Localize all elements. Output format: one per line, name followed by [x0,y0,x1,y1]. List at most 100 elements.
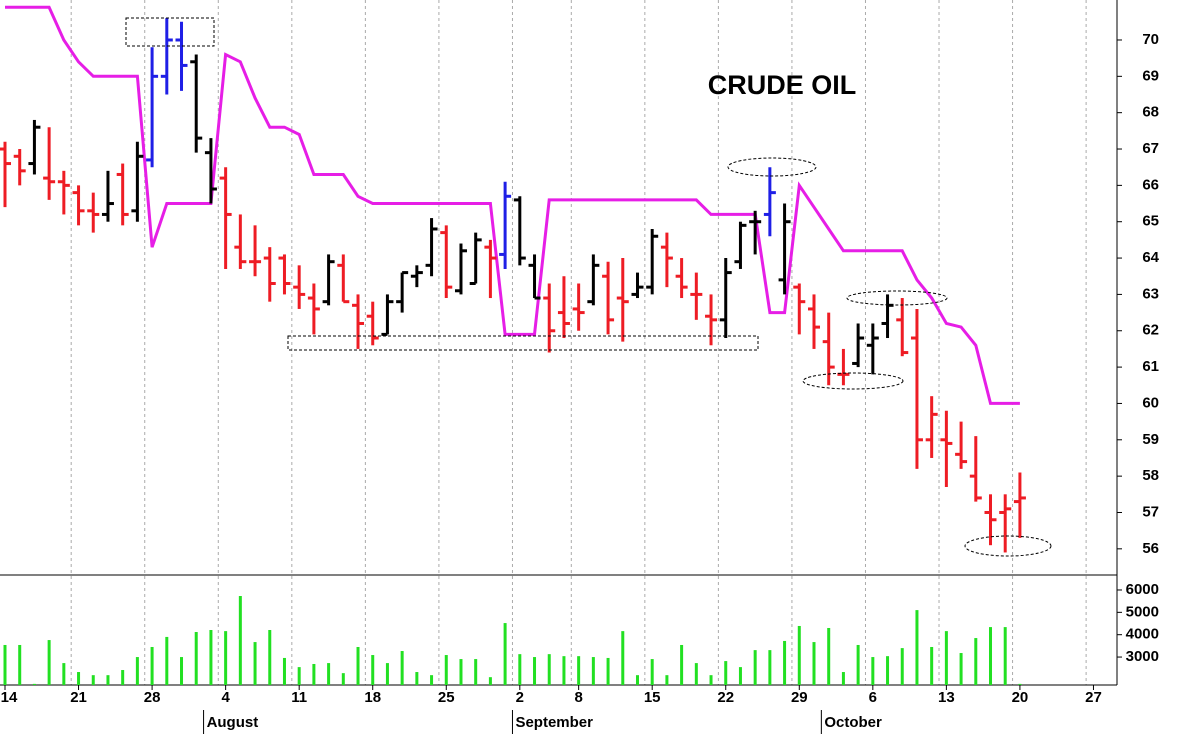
volume-bar [768,650,772,685]
volume-bar [327,663,331,685]
ohlc-bar [366,301,379,346]
ohlc-bar [778,203,791,295]
ohlc-bar [852,323,865,368]
ohlc-bar [234,214,247,269]
volume-bar [709,675,713,685]
ohlc-bar [675,258,688,299]
volume-bar [724,661,728,685]
y-tick-label: 63 [1142,285,1159,302]
ohlc-bar [646,228,659,295]
y-tick-label: 5000 [1126,603,1159,620]
volume-bar [121,670,125,685]
ohlc-bar [896,298,909,357]
ohlc-bar [999,494,1012,553]
ohlc-bar [352,294,365,349]
volume-bar [150,646,154,685]
annotation-ellipse [802,372,904,390]
volume-bar [1003,627,1007,685]
ohlc-bar [190,54,203,153]
ohlc-bar [660,232,673,288]
volume-bar [106,675,110,685]
y-tick-label: 60 [1142,394,1159,411]
ohlc-bar [940,410,953,488]
ohlc-bar [690,272,703,320]
volume-bar [518,654,522,685]
volume-bar [282,657,286,685]
ohlc-bar [116,163,129,226]
ohlc-bar [131,141,144,222]
month-label: August [207,714,259,731]
x-tick-label: 8 [574,689,582,706]
ohlc-bar [440,225,453,299]
volume-bar [783,640,787,685]
ohlc-bar [984,494,997,546]
annotation-ellipse [727,157,817,177]
x-tick-label: 18 [364,689,381,706]
ohlc-bar [734,221,747,269]
volume-bar [371,655,375,685]
ohlc-bar [263,247,276,302]
x-tick-label: 21 [70,689,87,706]
ohlc-bar [278,254,291,295]
ohlc-bar [87,192,100,233]
volume-bar [562,656,566,685]
y-tick-label: 61 [1142,358,1159,375]
volume-bar [3,644,7,685]
x-tick-label: 28 [144,689,161,706]
volume-bar [591,657,595,685]
plot-area [0,5,1026,685]
ohlc-bar [381,294,394,336]
ohlc-bar [969,436,982,502]
volume-bar [224,631,228,685]
x-tick-label: 29 [791,689,808,706]
ohlc-bar [425,218,438,277]
ohlc-bar [219,167,232,269]
ohlc-bar [572,283,585,331]
volume-bar [165,636,169,685]
ohlc-bar [0,141,12,208]
volume-bar [32,683,36,685]
x-tick-label: 13 [938,689,955,706]
y-tick-label: 69 [1142,67,1159,84]
volume-bar [238,596,242,685]
y-tick-label: 67 [1142,140,1159,157]
annotation-ellipse [964,535,1052,557]
volume-bar [459,659,463,685]
volume-bar [135,657,139,685]
volume-bar [871,657,875,685]
ohlc-bar [822,312,835,386]
x-tick-label: 4 [221,689,230,706]
ohlc-bar [557,276,570,339]
y-tick-label: 70 [1142,31,1159,48]
ohlc-bar [322,254,335,306]
month-label: September [515,714,593,731]
volume-bar [253,642,257,685]
x-tick-label: 20 [1012,689,1029,706]
x-tick-label: 2 [516,689,524,706]
volume-bar [827,627,831,685]
volume-bar [665,675,669,685]
ohlc-bar [484,239,497,299]
chart-title: CRUDE OIL [708,70,857,100]
volume-bar [533,657,537,685]
x-tick-label: 22 [717,689,734,706]
volume-bar [430,675,434,685]
volume-bar [886,656,890,685]
volume-bar [738,667,742,685]
volume-bar [989,627,993,685]
volume-bar [297,667,301,685]
volume-bar [415,672,419,685]
y-tick-label: 68 [1142,104,1159,121]
ohlc-bar [763,167,776,237]
annotation-box [287,335,759,351]
volume-bar [268,630,272,685]
ohlc-bar [396,271,409,313]
volume-bar [812,642,816,685]
stop-line [5,5,1020,405]
volume-bar [856,644,860,685]
ohlc-bar [410,265,423,288]
volume-bar [753,650,757,685]
x-tick-label: 25 [438,689,455,706]
